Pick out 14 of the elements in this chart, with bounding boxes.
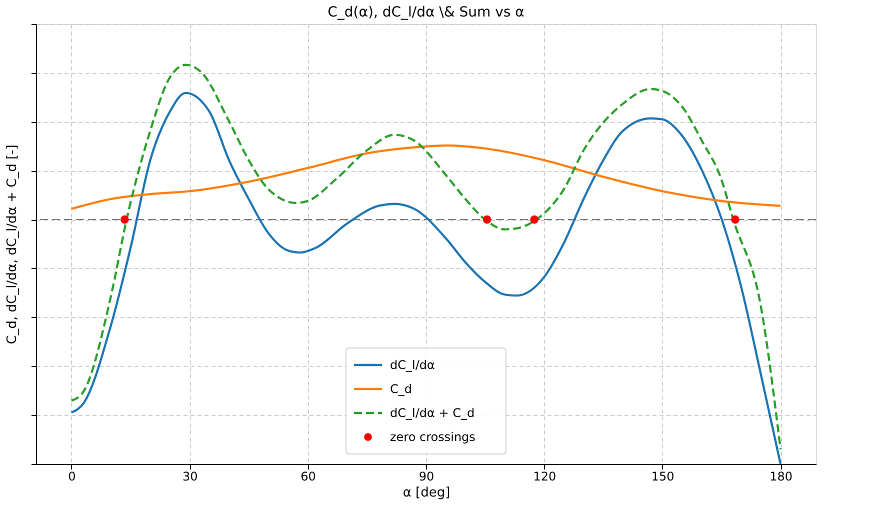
legend-label: dC_l/dα [390,358,435,372]
legend-label: dC_l/dα + C_d [390,406,475,420]
x-axis-title: α [deg] [402,486,450,500]
x-tick-label: 120 [533,470,556,484]
legend-label: C_d [390,382,412,396]
y-axis-title: C_d, dC_l/dα, dC_l/dα + C_d [-] [5,144,20,344]
x-tick-label: 90 [418,470,434,484]
x-tick-label: 180 [770,470,792,484]
x-tick-label: 30 [182,470,198,484]
chart-title: C_d(α), dC_l/dα \& Sum vs α [328,4,524,20]
x-tick-label: 150 [651,470,674,484]
legend-label: zero crossings [390,430,476,444]
x-tick-label: 0 [68,470,76,484]
x-tick-label: 60 [300,470,316,484]
